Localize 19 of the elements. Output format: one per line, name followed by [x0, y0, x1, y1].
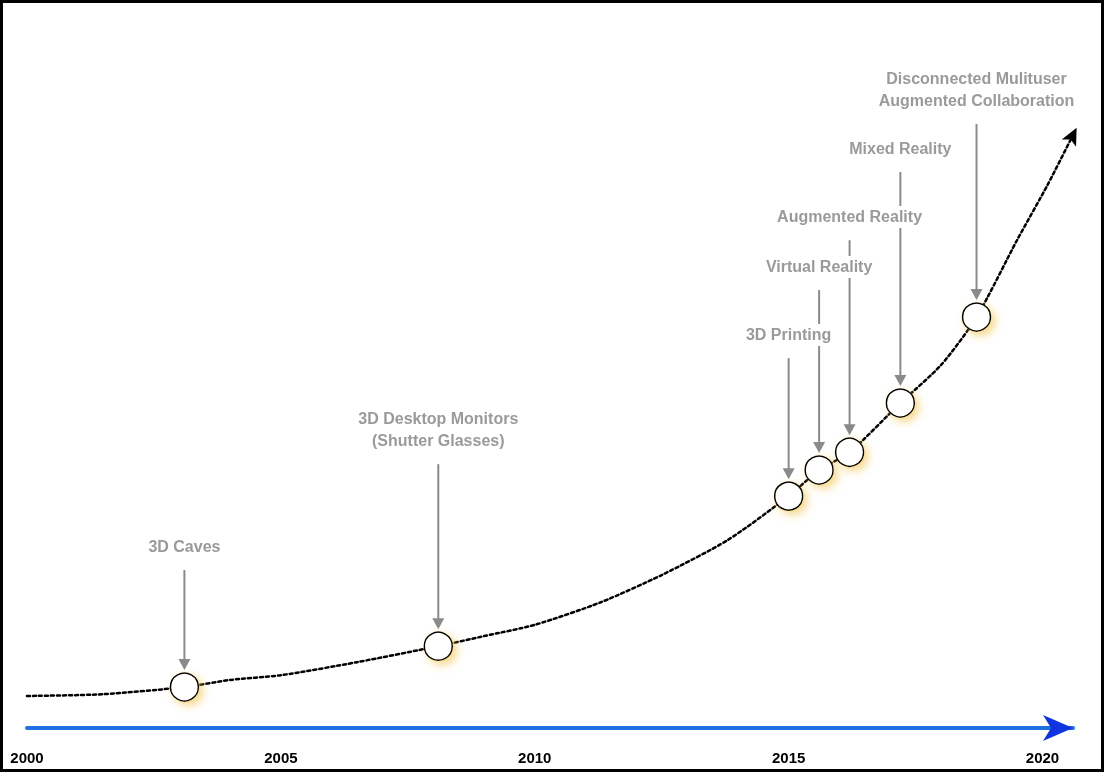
point: [885, 388, 916, 418]
x-tick-label: 2015: [771, 749, 806, 766]
annotation: Mixed Reality: [847, 138, 954, 161]
point: [834, 437, 865, 467]
x-tick-label: 2005: [264, 749, 298, 766]
x-tick-label: 2010: [518, 749, 552, 766]
point: [423, 631, 454, 661]
annotation: Augmented Reality: [775, 206, 925, 229]
point: [773, 481, 804, 511]
point: [804, 455, 834, 485]
text: Disconnected Mulituser Augmented Collaboration: [876, 68, 1077, 113]
x-tick-label: 2000: [10, 749, 44, 766]
point: [961, 302, 992, 332]
annotation: 3D Printing: [743, 324, 834, 347]
annotation: 3D Desktop Monitors (Shutter Glasses): [356, 408, 521, 453]
annotation: 3D Caves: [146, 536, 223, 559]
point: [169, 672, 200, 702]
x-tick-label: 2020: [1025, 749, 1060, 766]
annotation: Virtual Reality: [763, 256, 875, 279]
